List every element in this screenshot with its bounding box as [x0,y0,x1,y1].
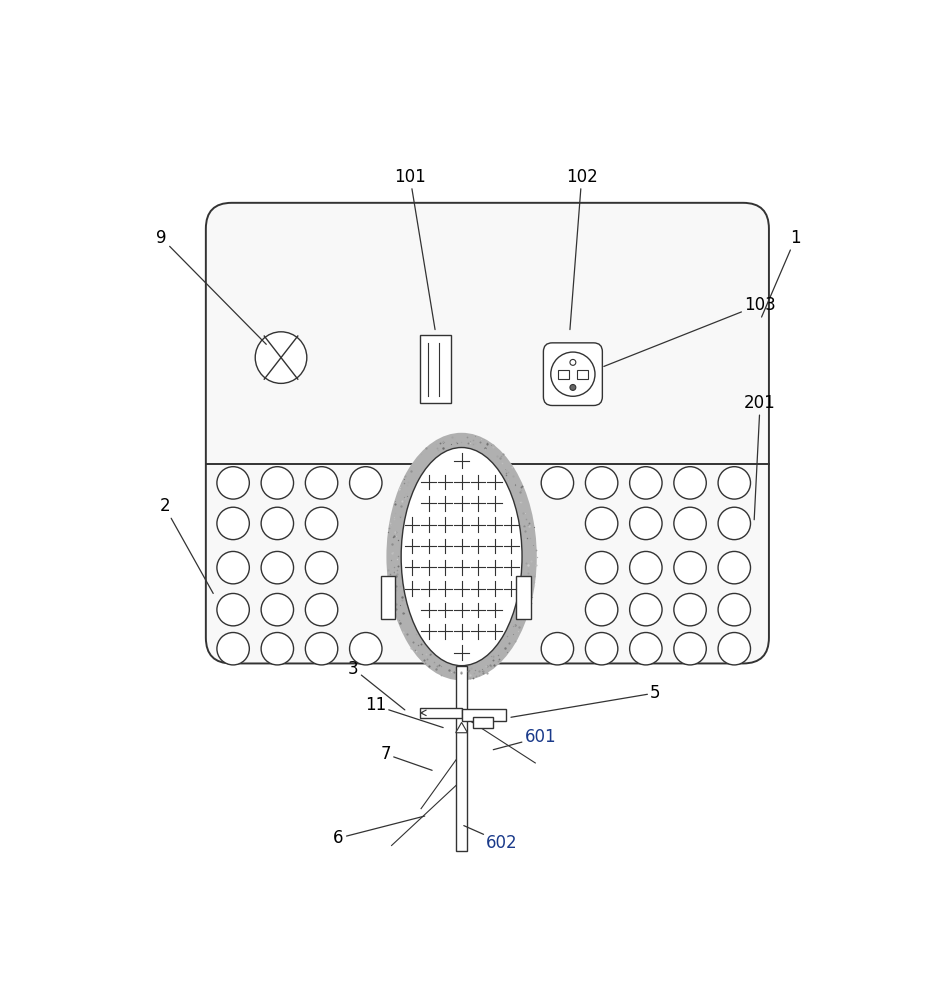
FancyBboxPatch shape [205,203,769,663]
Circle shape [305,467,338,499]
Text: 3: 3 [348,660,405,710]
Circle shape [305,551,338,584]
Polygon shape [456,722,468,733]
Circle shape [350,467,382,499]
Circle shape [718,551,750,584]
Circle shape [262,633,294,665]
Text: 102: 102 [566,168,597,330]
Circle shape [305,633,338,665]
Circle shape [674,593,707,626]
Text: 9: 9 [156,229,266,344]
Circle shape [586,593,618,626]
Text: 201: 201 [745,394,776,520]
Circle shape [718,467,750,499]
Circle shape [541,633,573,665]
Bar [558,370,570,379]
Text: 5: 5 [511,684,661,717]
Bar [419,335,451,403]
Text: 7: 7 [380,745,432,770]
Text: 2: 2 [159,497,213,593]
Circle shape [674,551,707,584]
Circle shape [570,359,576,365]
Text: 103: 103 [604,296,776,366]
FancyBboxPatch shape [543,343,602,406]
Circle shape [217,507,249,540]
Circle shape [630,507,662,540]
Circle shape [586,507,618,540]
Text: 602: 602 [464,826,518,852]
Ellipse shape [386,433,536,680]
Circle shape [586,467,618,499]
Bar [456,666,467,851]
Bar [473,717,494,728]
Bar [380,576,396,619]
Ellipse shape [401,448,522,666]
Text: 1: 1 [762,229,801,317]
Circle shape [630,593,662,626]
Circle shape [674,633,707,665]
Circle shape [541,467,573,499]
Circle shape [718,633,750,665]
Bar [576,370,588,379]
Circle shape [255,332,307,383]
Text: 601: 601 [494,728,556,750]
Circle shape [305,507,338,540]
Bar [419,708,461,718]
Circle shape [674,467,707,499]
Circle shape [262,507,294,540]
Circle shape [551,352,595,396]
Text: 6: 6 [333,816,425,847]
Circle shape [630,467,662,499]
Circle shape [718,507,750,540]
Circle shape [262,551,294,584]
Text: 11: 11 [365,696,443,728]
Circle shape [262,467,294,499]
Circle shape [217,551,249,584]
Circle shape [718,593,750,626]
Circle shape [586,633,618,665]
Text: 101: 101 [394,168,435,330]
Circle shape [217,467,249,499]
Circle shape [586,551,618,584]
Circle shape [630,633,662,665]
Circle shape [217,633,249,665]
Circle shape [570,384,576,390]
Circle shape [350,633,382,665]
Circle shape [262,593,294,626]
Circle shape [217,593,249,626]
Bar [461,709,506,721]
Circle shape [674,507,707,540]
Circle shape [305,593,338,626]
Bar [516,576,531,619]
Circle shape [630,551,662,584]
